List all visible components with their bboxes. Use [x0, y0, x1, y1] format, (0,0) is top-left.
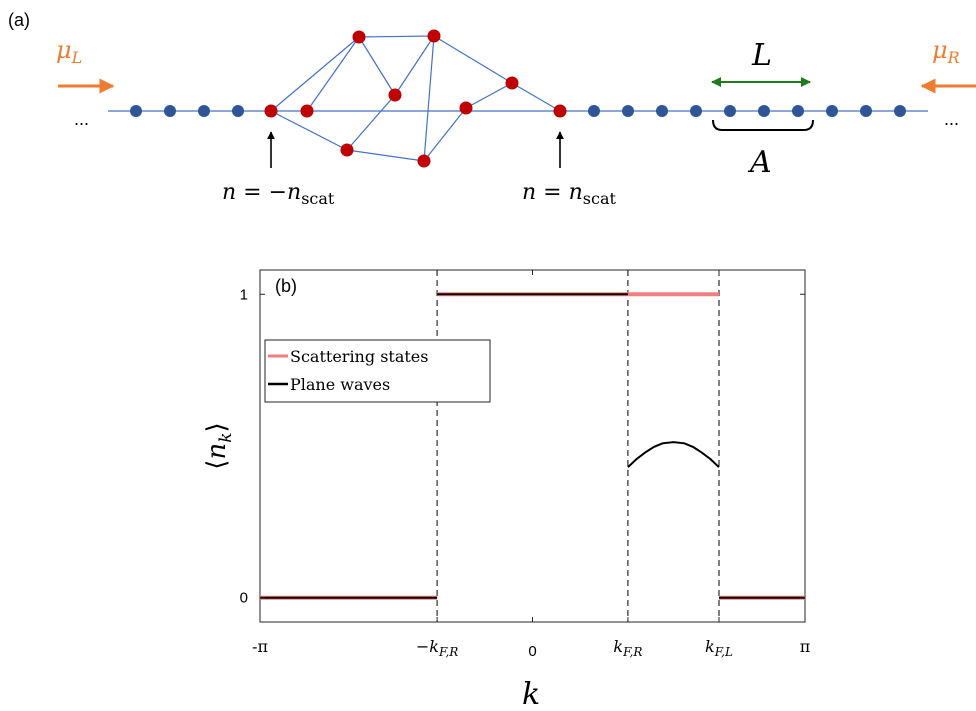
- right-boundary-label: n = nscat: [522, 180, 616, 208]
- left-boundary-label: n = −nscat: [222, 180, 335, 208]
- lead-sites: [130, 105, 906, 117]
- scatter-site: [388, 88, 402, 102]
- legend: Scattering states Plane waves: [264, 339, 491, 403]
- ellipsis-left: ...: [74, 109, 89, 129]
- length-label: L: [751, 38, 772, 73]
- x-tick-label: -π: [252, 637, 268, 656]
- lead-site: [826, 105, 838, 117]
- lead-site: [622, 105, 634, 117]
- lead-site: [198, 105, 210, 117]
- x-tick-label: π: [800, 637, 811, 656]
- lead-site: [724, 105, 736, 117]
- scatter-site: [505, 76, 519, 90]
- x-tick-label: kF,R: [613, 637, 642, 659]
- scatter-site: [417, 154, 431, 168]
- lead-site: [860, 105, 872, 117]
- lead-site: [588, 105, 600, 117]
- plane-waves-line: [627, 441, 720, 468]
- x-axis-label: k: [522, 677, 540, 711]
- mu-left-label: μL: [56, 36, 82, 67]
- lead-site: [690, 105, 702, 117]
- scatter-site: [264, 104, 278, 118]
- series-layer: [260, 292, 805, 600]
- ellipsis-right: ...: [944, 109, 959, 129]
- panel-b-chart: (b) -π −kF,R 0 kF,R kF,L π 0 1 Scattering state…: [202, 269, 811, 711]
- lead-site: [232, 105, 244, 117]
- legend-box: [264, 339, 491, 403]
- lead-site: [758, 105, 770, 117]
- scattering-sites: [264, 29, 567, 168]
- lead-site: [894, 105, 906, 117]
- scatter-site: [340, 143, 354, 157]
- scatter-site: [427, 29, 441, 43]
- x-tick-label: kF,L: [705, 637, 733, 659]
- scatter-site: [300, 104, 314, 118]
- y-axis-label: ⟨nk⟩: [202, 422, 236, 469]
- y-tick-label: 0: [240, 590, 248, 607]
- region-label: A: [747, 145, 772, 180]
- scattering-bonds: [270, 35, 561, 162]
- lead-site: [656, 105, 668, 117]
- x-tick-label: 0: [528, 643, 536, 660]
- mu-right-label: μR: [932, 36, 960, 67]
- k-marker-lines: [436, 270, 720, 622]
- lead-site: [792, 105, 804, 117]
- plot-frame: [259, 269, 806, 623]
- subsystem-bracket: [712, 119, 814, 131]
- lead-site: [130, 105, 142, 117]
- scatter-site: [553, 104, 567, 118]
- axis-ticks: -π −kF,R 0 kF,R kF,L π 0 1: [240, 270, 811, 660]
- y-tick-label: 1: [240, 286, 248, 303]
- legend-label-plane-waves: Plane waves: [290, 375, 390, 394]
- scatter-site: [352, 30, 366, 44]
- panel-a-tag: (a): [8, 10, 30, 30]
- x-tick-label: −kF,R: [416, 637, 458, 659]
- panel-a-schematic: (a) μL μR ... ...: [8, 10, 976, 208]
- legend-label-scattering: Scattering states: [290, 347, 428, 366]
- scatter-site: [459, 101, 473, 115]
- lead-site: [164, 105, 176, 117]
- panel-b-tag: (b): [275, 276, 297, 296]
